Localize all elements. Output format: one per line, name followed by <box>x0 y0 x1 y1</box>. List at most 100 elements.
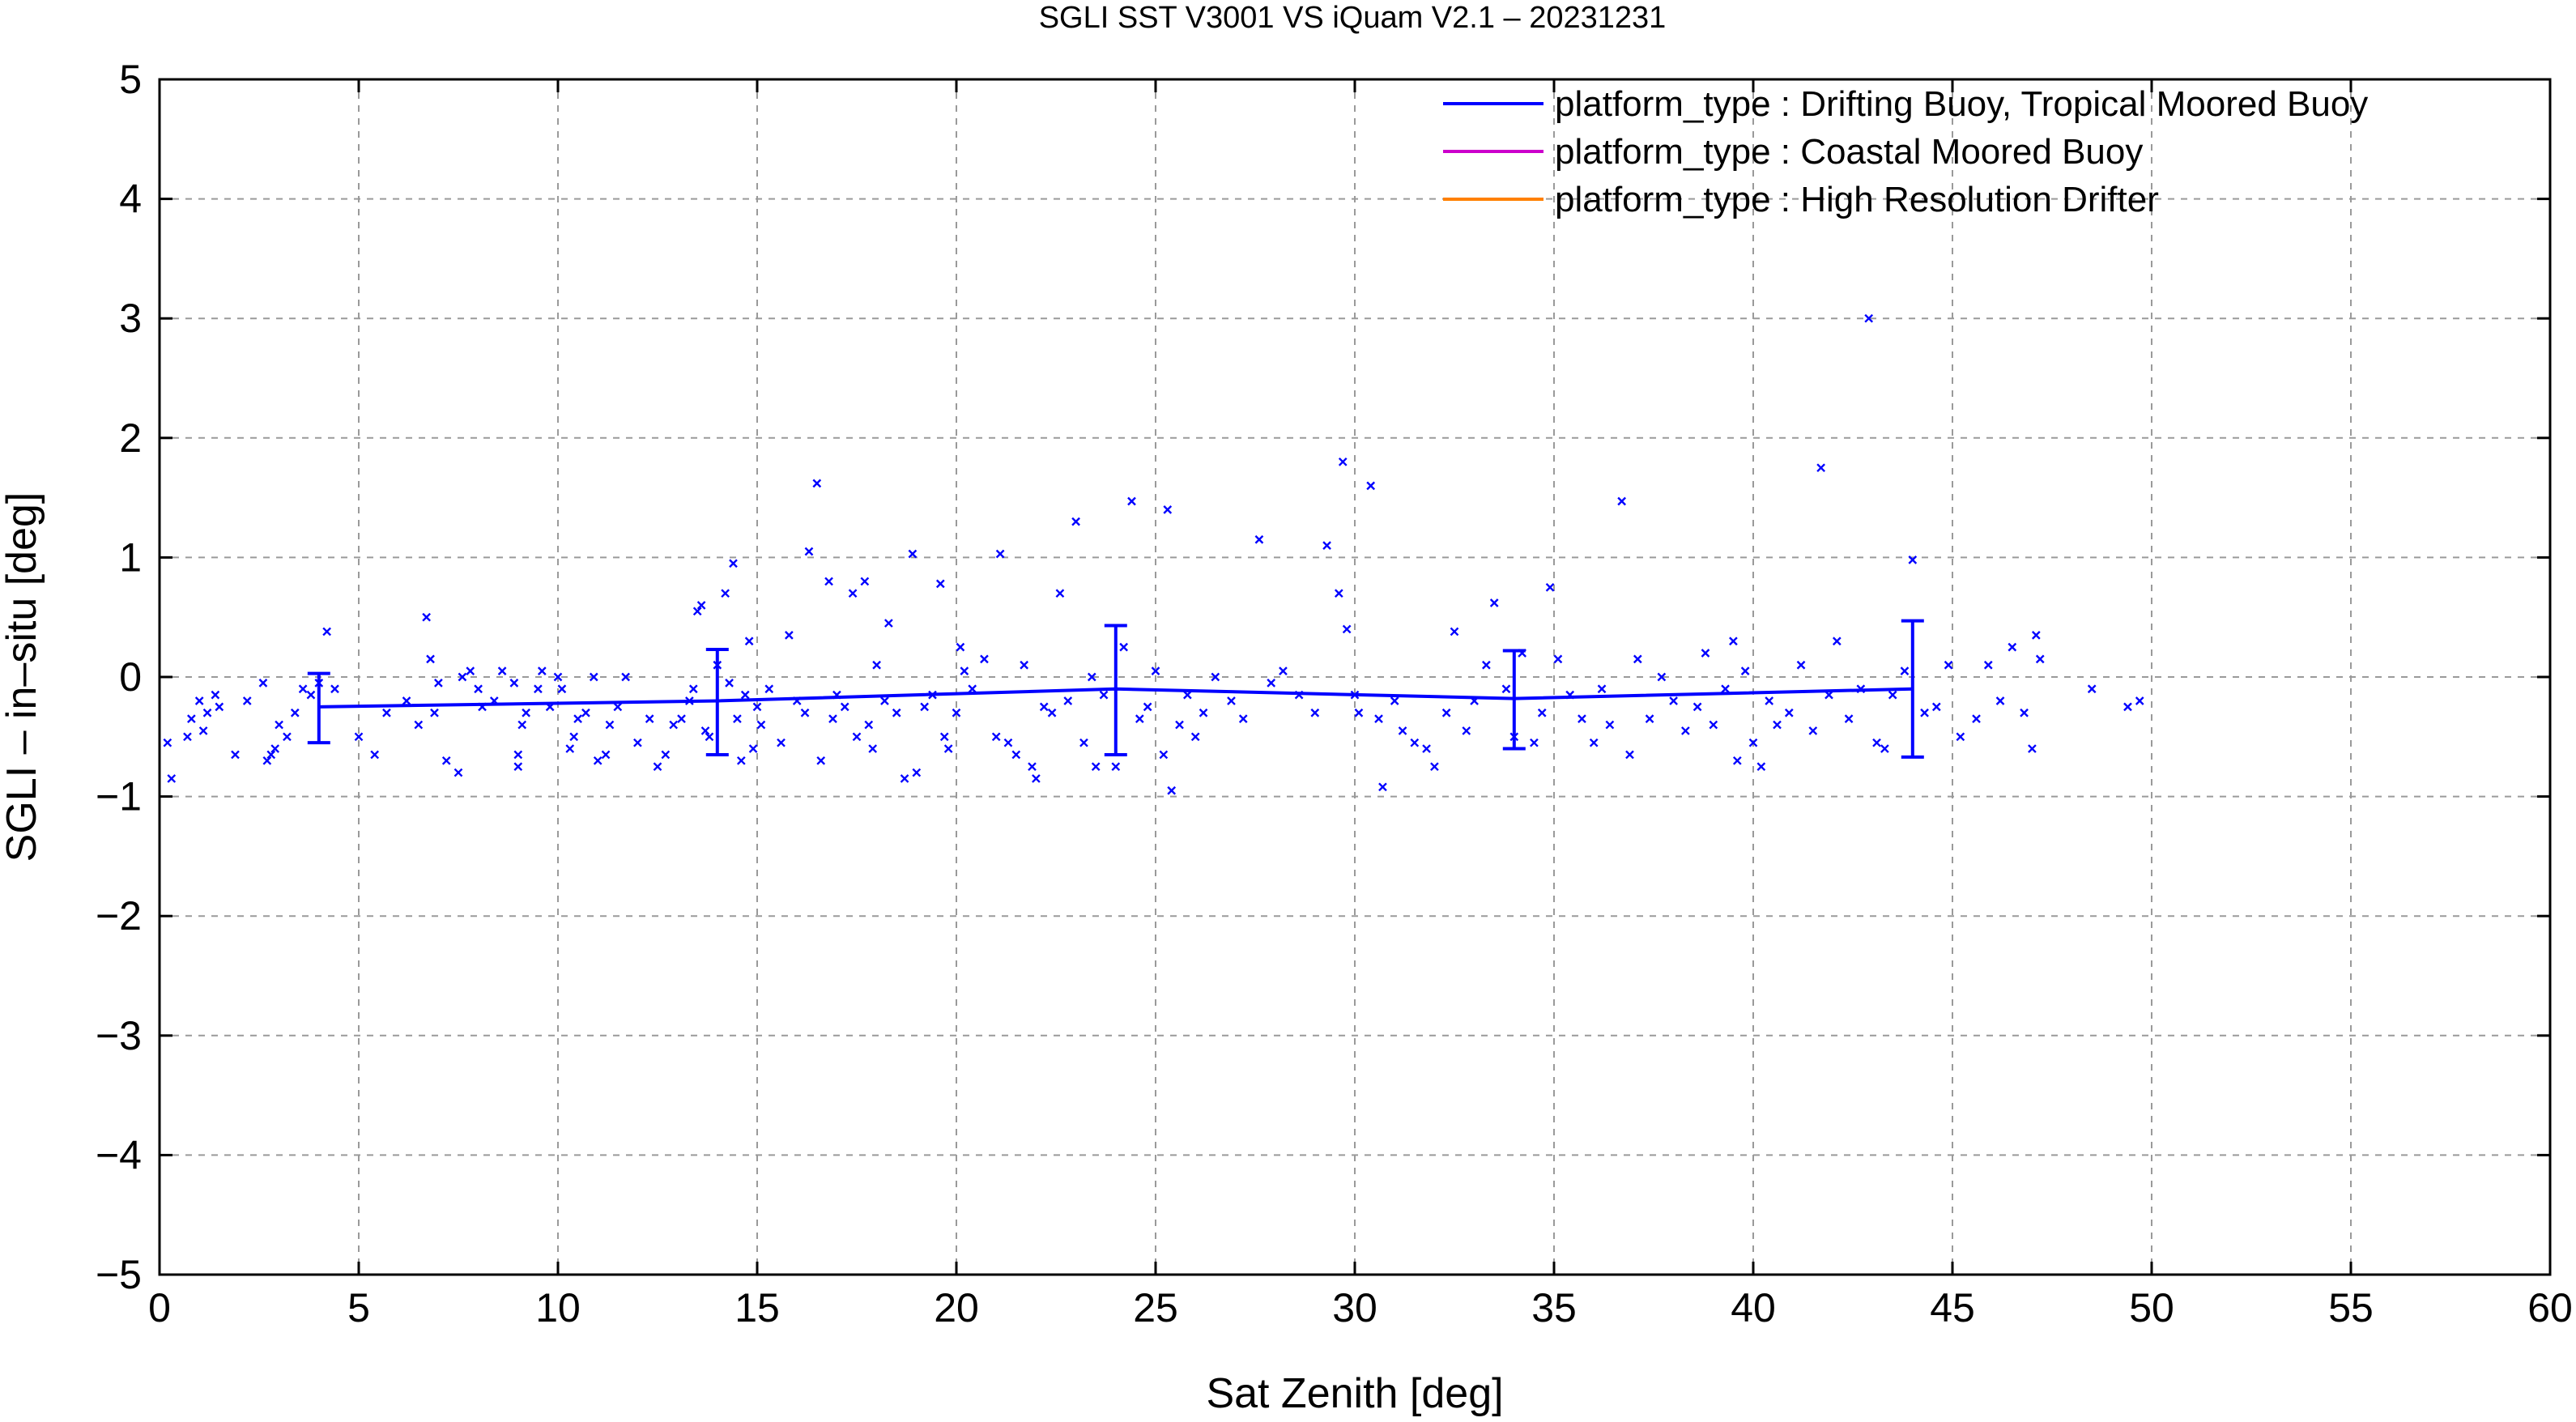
data-point <box>653 762 662 772</box>
data-point <box>1238 714 1248 724</box>
data-point <box>1163 505 1173 514</box>
data-point <box>688 684 698 694</box>
data-point <box>1047 708 1057 717</box>
data-point <box>960 666 969 675</box>
data-point <box>2008 642 2017 652</box>
data-point <box>872 660 881 670</box>
data-point <box>1489 598 1499 607</box>
x-tick-label: 35 <box>1531 1285 1577 1330</box>
data-point <box>880 696 889 705</box>
data-point <box>920 702 929 712</box>
data-point <box>497 666 507 675</box>
data-point <box>1844 714 1854 724</box>
data-point <box>426 654 435 664</box>
data-point <box>1597 684 1607 694</box>
data-point <box>1267 679 1276 688</box>
data-point <box>1211 672 1220 682</box>
data-point <box>434 679 443 688</box>
data-point <box>1709 720 1718 730</box>
data-point <box>283 732 292 742</box>
data-point <box>414 720 424 730</box>
data-point <box>534 684 543 694</box>
data-point <box>777 738 786 747</box>
data-point <box>298 684 308 694</box>
legend-label: platform_type : High Resolution Drifter <box>1555 180 2159 219</box>
data-point <box>1721 684 1730 694</box>
data-point <box>696 601 706 610</box>
data-point <box>1816 463 1825 473</box>
data-point <box>1956 732 1965 742</box>
y-tick-label: 3 <box>119 296 142 341</box>
data-point <box>573 714 582 724</box>
data-point <box>1462 726 1471 735</box>
data-point <box>748 744 758 753</box>
data-point <box>1983 660 1993 670</box>
data-point <box>892 708 901 717</box>
data-point <box>1091 762 1101 772</box>
data-point <box>1872 738 1881 747</box>
data-point <box>621 672 630 682</box>
x-tick-label: 40 <box>1731 1285 1776 1330</box>
data-point <box>458 672 467 682</box>
data-point <box>828 714 837 724</box>
data-point <box>721 589 730 598</box>
data-point <box>1450 627 1459 636</box>
data-point <box>1199 708 1208 717</box>
data-point <box>1055 589 1065 598</box>
data-point <box>1765 696 1774 705</box>
data-point <box>2087 684 2097 694</box>
legend-label: platform_type : Coastal Moored Buoy <box>1555 132 2143 172</box>
x-tick-label: 55 <box>2328 1285 2374 1330</box>
data-point <box>605 720 615 730</box>
data-point <box>1625 750 1634 760</box>
data-point <box>1701 649 1710 658</box>
data-point <box>1832 636 1842 646</box>
data-point <box>1071 517 1080 526</box>
data-point <box>322 627 331 636</box>
data-point <box>1748 738 1758 747</box>
scatter-points <box>163 313 2144 795</box>
data-point <box>1732 756 1742 765</box>
data-point <box>729 559 738 568</box>
data-point <box>725 679 734 688</box>
data-point <box>1167 786 1177 795</box>
data-point <box>1773 720 1782 730</box>
data-point <box>1151 666 1160 675</box>
data-point <box>1366 481 1376 491</box>
data-point <box>744 636 754 646</box>
data-point <box>306 690 316 700</box>
data-point <box>258 679 268 688</box>
x-tick-label: 15 <box>734 1285 780 1330</box>
data-point <box>1338 457 1348 466</box>
data-point <box>2035 654 2045 664</box>
data-point <box>2135 696 2144 705</box>
data-point <box>700 726 710 735</box>
data-point <box>441 756 451 765</box>
y-axis-label: SGLI – in–situ [deg] <box>0 492 45 862</box>
data-point <box>1227 696 1236 705</box>
data-point <box>402 696 411 705</box>
data-point <box>2020 708 2029 717</box>
y-tick-label: 4 <box>119 177 142 222</box>
data-point <box>1063 696 1073 705</box>
x-axis-label: Sat Zenith [deg] <box>1206 1370 1503 1417</box>
data-point <box>935 579 945 589</box>
data-point <box>354 732 364 742</box>
data-point <box>991 732 1001 742</box>
data-point <box>1310 708 1320 717</box>
data-point <box>474 684 483 694</box>
data-point <box>800 708 810 717</box>
x-tick-label: 5 <box>347 1285 370 1330</box>
data-point <box>1784 708 1794 717</box>
data-point <box>1003 738 1013 747</box>
y-tick-label: −1 <box>96 774 142 820</box>
data-point <box>275 720 283 730</box>
data-point <box>1864 313 1874 323</box>
legend: platform_type : Drifting Buoy, Tropical … <box>1443 84 2368 219</box>
data-point <box>752 702 762 712</box>
data-point <box>864 720 874 730</box>
data-point <box>1589 738 1599 747</box>
y-tick-label: −2 <box>96 893 142 939</box>
data-point <box>968 684 977 694</box>
